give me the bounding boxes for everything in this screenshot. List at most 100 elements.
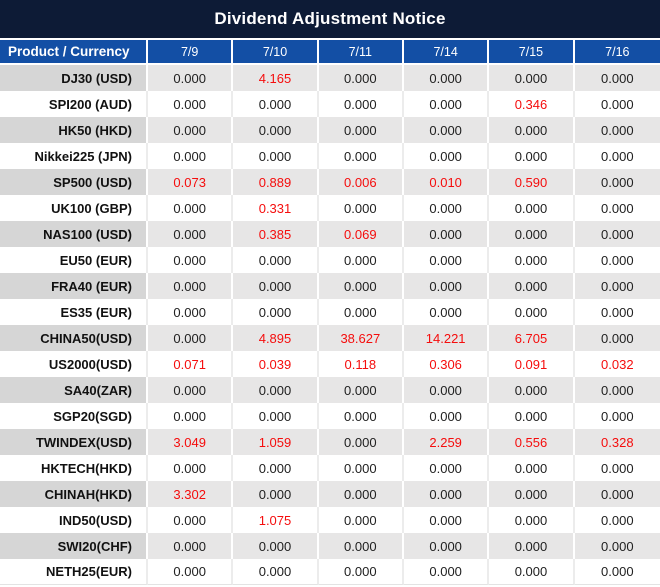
value-cell: 0.000 [318,377,404,403]
value-cell: 0.000 [574,169,660,195]
value-cell: 0.000 [489,65,575,91]
value-cell: 0.000 [403,143,490,169]
value-cell: 0.000 [148,65,234,91]
table-row: TWINDEX(USD) 3.049 1.059 0.000 2.259 0.556 0.3… [0,429,660,455]
value-cell: 0.000 [318,403,404,429]
value-cell: 0.091 [489,351,575,377]
value-cell: 0.000 [489,481,575,507]
value-cell: 0.000 [574,325,660,351]
value-cell: 0.000 [574,247,660,273]
value-cell: 0.000 [574,143,660,169]
table-row: Nikkei225 (JPN) 0.000 0.000 0.000 0.000 0.000… [0,143,660,169]
value-cell: 4.895 [233,325,319,351]
table-row: SPI200 (AUD) 0.000 0.000 0.000 0.000 0.346 0.0… [0,91,660,117]
value-cell: 0.000 [574,65,660,91]
value-cell: 0.073 [148,169,234,195]
value-cell: 0.000 [318,299,404,325]
value-cell: 0.000 [574,91,660,117]
value-cell: 0.000 [318,195,404,221]
value-cell: 0.000 [489,221,575,247]
product-cell: Nikkei225 (JPN) [0,143,148,169]
value-cell: 0.000 [148,507,234,533]
value-cell: 0.000 [574,403,660,429]
value-cell: 0.000 [318,247,404,273]
product-cell: SWI20(CHF) [0,533,148,559]
value-cell: 0.000 [148,559,234,585]
product-cell: SP500 (USD) [0,169,148,195]
value-cell: 0.000 [489,377,575,403]
value-cell: 38.627 [318,325,404,351]
value-cell: 0.000 [318,507,404,533]
table-row: NETH25(EUR) 0.000 0.000 0.000 0.000 0.000 0.00… [0,559,660,585]
value-cell: 0.000 [233,455,319,481]
value-cell: 0.000 [403,117,490,143]
value-cell: 0.000 [403,91,490,117]
product-cell: NETH25(EUR) [0,559,148,585]
product-cell: HKTECH(HKD) [0,455,148,481]
value-cell: 0.000 [318,481,404,507]
value-cell: 0.000 [574,117,660,143]
value-cell: 0.000 [489,117,575,143]
value-cell: 0.000 [574,299,660,325]
value-cell: 0.385 [233,221,319,247]
value-cell: 0.039 [233,351,319,377]
value-cell: 0.000 [403,247,490,273]
value-cell: 0.010 [403,169,490,195]
table-row: UK100 (GBP) 0.000 0.331 0.000 0.000 0.000 0.00… [0,195,660,221]
product-currency-header: Product / Currency [0,40,148,65]
value-cell: 1.075 [233,507,319,533]
value-cell: 0.000 [403,221,490,247]
product-cell: UK100 (GBP) [0,195,148,221]
value-cell: 2.259 [403,429,490,455]
value-cell: 4.165 [233,65,319,91]
value-cell: 0.000 [318,429,404,455]
product-cell: DJ30 (USD) [0,65,148,91]
value-cell: 0.071 [148,351,234,377]
value-cell: 0.000 [403,481,490,507]
value-cell: 0.118 [318,351,404,377]
value-cell: 0.000 [489,143,575,169]
value-cell: 0.000 [574,273,660,299]
table-row: SGP20(SGD) 0.000 0.000 0.000 0.000 0.000 0.000 [0,403,660,429]
table-row: FRA40 (EUR) 0.000 0.000 0.000 0.000 0.000 0.00… [0,273,660,299]
value-cell: 0.000 [403,507,490,533]
value-cell: 0.000 [233,533,319,559]
product-cell: US2000(USD) [0,351,148,377]
table-row: ES35 (EUR) 0.000 0.000 0.000 0.000 0.000 0.000 [0,299,660,325]
value-cell: 0.000 [233,143,319,169]
value-cell: 0.000 [318,117,404,143]
table-row: SA40(ZAR) 0.000 0.000 0.000 0.000 0.000 0.000 [0,377,660,403]
value-cell: 0.000 [403,299,490,325]
value-cell: 0.000 [574,533,660,559]
value-cell: 0.000 [233,299,319,325]
value-cell: 0.000 [403,533,490,559]
product-cell: SGP20(SGD) [0,403,148,429]
value-cell: 6.705 [489,325,575,351]
product-cell: CHINAH(HKD) [0,481,148,507]
value-cell: 0.000 [148,221,234,247]
value-cell: 14.221 [403,325,490,351]
product-cell: FRA40 (EUR) [0,273,148,299]
value-cell: 0.000 [403,403,490,429]
value-cell: 0.000 [574,195,660,221]
value-cell: 0.000 [148,299,234,325]
date-header-7-11: 7/11 [318,40,404,65]
value-cell: 0.000 [233,91,319,117]
value-cell: 0.000 [233,377,319,403]
date-header-7-9: 7/9 [148,40,234,65]
table-row: CHINA50(USD) 0.000 4.895 38.627 14.221 6.705 0… [0,325,660,351]
value-cell: 0.000 [489,247,575,273]
value-cell: 0.000 [489,455,575,481]
value-cell: 0.000 [233,273,319,299]
product-cell: IND50(USD) [0,507,148,533]
value-cell: 0.000 [233,481,319,507]
value-cell: 3.049 [148,429,234,455]
date-header-7-10: 7/10 [233,40,319,65]
value-cell: 0.000 [148,455,234,481]
value-cell: 0.000 [489,299,575,325]
value-cell: 0.000 [318,559,404,585]
value-cell: 0.000 [148,533,234,559]
value-cell: 0.000 [489,533,575,559]
value-cell: 0.000 [148,195,234,221]
table-row: HKTECH(HKD) 0.000 0.000 0.000 0.000 0.000 0.00… [0,455,660,481]
